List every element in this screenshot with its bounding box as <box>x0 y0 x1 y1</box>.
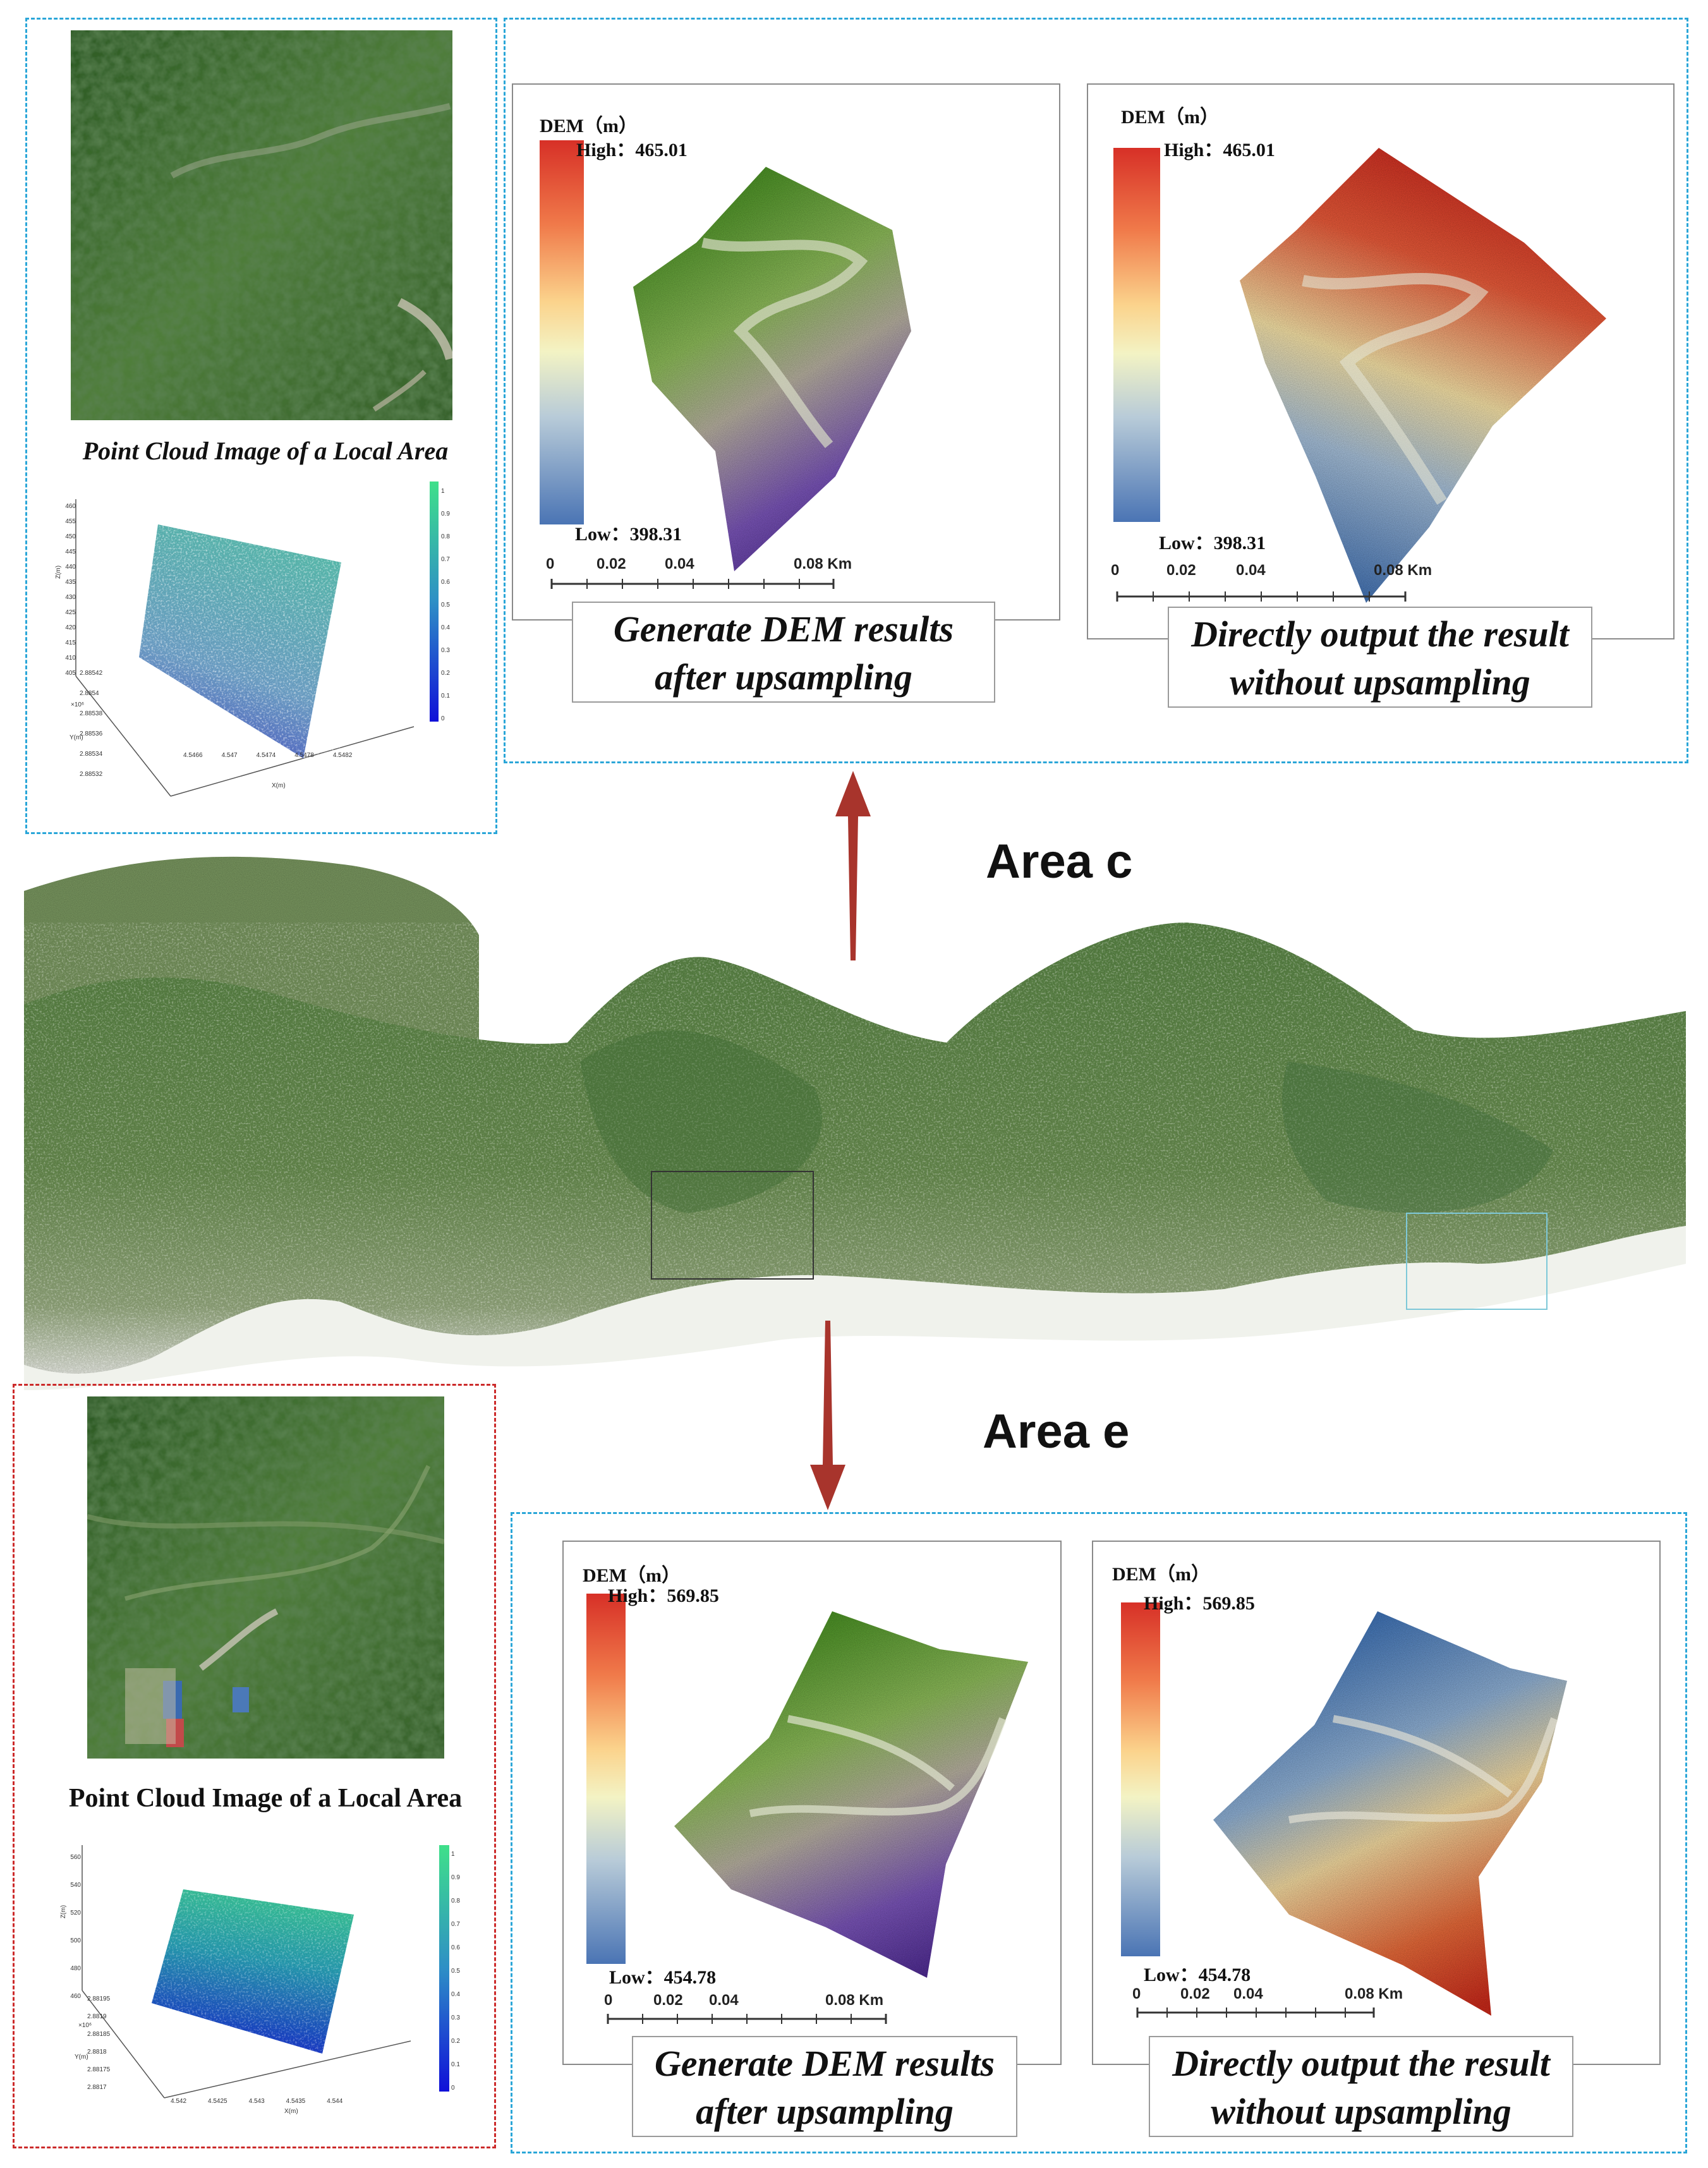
arrow-down-to-area-e <box>810 1321 845 1510</box>
area-c-local-frame <box>25 18 497 834</box>
area-c-y-ticks: 2.88542 2.8854 2.88538 2.88536 2.88534 2.8853… <box>80 670 103 778</box>
dem-surface-c-up <box>633 167 911 571</box>
dem-scale-bar <box>1136 2008 1375 2018</box>
dem-surface-c-dir <box>1240 148 1606 603</box>
dem-legend-high: High：569.85 <box>608 1585 719 1606</box>
dem-legend-high: High：465.01 <box>1164 140 1275 160</box>
scale-label-004: 0.04 <box>1233 1985 1263 2002</box>
area-e-aerial-photo <box>87 1396 444 1759</box>
dem-legend-title: DEM（m） <box>1112 1564 1210 1585</box>
area-c-z-ticks: 460 455 450 445 440 435 430 425 420 415 410 405 <box>65 503 76 677</box>
dem-surface-e-dir <box>1213 1611 1567 2016</box>
dem-caption-e-upsampled: Generate DEM results after upsampling <box>632 2036 1017 2137</box>
area-c-point-cloud-plot: Z(m) Y(m) X(m) ×10⁶ 460 455 450 445 440 435 43… <box>51 474 455 818</box>
scale-label-004: 0.04 <box>709 1992 739 2009</box>
area-c-dem-frame <box>504 18 1688 763</box>
dem-legend-low: Low：398.31 <box>1159 533 1266 554</box>
scale-label-008: 0.08 Km <box>1345 1985 1403 2002</box>
dem-panel-e-direct: DEM（m） High：569.85 Low：454.78 0 0.02 0.0… <box>1092 1541 1661 2065</box>
dem-caption-c-upsampled: Generate DEM results after upsampling <box>572 602 995 703</box>
area-e-label: Area e <box>983 1405 1130 1458</box>
area-e-y-ticks: 2.88195 2.8819 2.88185 2.8818 2.88175 2.8817 <box>87 1995 111 2091</box>
dem-color-ramp <box>540 140 584 524</box>
area-c-x-ticks: 4.5466 4.547 4.5474 4.5478 4.5482 <box>183 752 353 759</box>
area-e-local-frame <box>13 1384 496 2148</box>
dem-panel-c-upsampled: DEM（m） High：465.01 Low：398.31 0 0.02 0.0… <box>512 83 1060 621</box>
scale-label-002: 0.02 <box>1180 1985 1210 2002</box>
area-e-point-cloud-plot: Z(m) Y(m) X(m) ×10⁶ 560 540 520 500 480 460 2… <box>57 1832 461 2129</box>
dem-panel-e-upsampled: DEM（m） High：569.85 Low：454.78 0 0.02 0.0… <box>562 1541 1062 2065</box>
area-c-plot-ylabel: Y(m) <box>70 734 83 741</box>
dem-color-ramp <box>1113 148 1160 522</box>
area-c-plot-xlabel: X(m) <box>272 782 286 789</box>
area-e-plot-xlabel: X(m) <box>284 2108 298 2115</box>
scale-label-004: 0.04 <box>665 555 694 572</box>
dem-scale-bar <box>607 2014 887 2024</box>
area-c-label: Area c <box>986 835 1133 888</box>
area-e-dem-frame <box>511 1512 1687 2153</box>
dem-scale-bar <box>1116 591 1407 602</box>
area-c-point-cloud-title: Point Cloud Image of a Local Area <box>82 437 449 465</box>
area-e-plot-exp: ×10⁶ <box>78 2022 92 2029</box>
area-e-colorbar-ticks: 1 0.9 0.8 0.7 0.6 0.5 0.4 0.3 0.2 0.1 0 <box>451 1851 460 2092</box>
area-c-plot-exp: ×10⁶ <box>71 701 85 708</box>
scale-label-008: 0.08 Km <box>1374 562 1432 579</box>
dem-legend-title: DEM（m） <box>1121 107 1219 128</box>
area-e-z-ticks: 560 540 520 500 480 460 <box>70 1854 81 2000</box>
dem-caption-c-direct: Directly output the result without upsamp… <box>1168 607 1592 708</box>
scale-label-0: 0 <box>604 1992 613 2009</box>
dem-legend-title: DEM（m） <box>540 116 638 136</box>
dem-legend-low: Low：454.78 <box>609 1967 717 1988</box>
area-c-colorbar-ticks: 1 0.9 0.8 0.7 0.6 0.5 0.4 0.3 0.2 0.1 0 <box>441 488 450 722</box>
scale-label-004: 0.04 <box>1236 562 1266 579</box>
scale-label-0: 0 <box>1111 562 1120 579</box>
dem-legend-title: DEM（m） <box>583 1565 681 1586</box>
dem-legend-high: High：569.85 <box>1144 1593 1255 1614</box>
scale-label-002: 0.02 <box>597 555 626 572</box>
scale-label-0: 0 <box>1132 1985 1141 2002</box>
dem-scale-bar <box>550 579 835 589</box>
scale-label-002: 0.02 <box>1166 562 1196 579</box>
scale-label-008: 0.08 Km <box>825 1992 884 2009</box>
dem-color-ramp <box>586 1594 626 1964</box>
dem-panel-c-direct: DEM（m） High：465.01 Low：398.31 0 0.02 0.0… <box>1087 83 1675 639</box>
dem-legend-low: Low：398.31 <box>575 524 682 545</box>
dem-color-ramp <box>1121 1602 1160 1956</box>
dem-legend-low: Low：454.78 <box>1144 1965 1251 1985</box>
area-e-point-cloud-title: Point Cloud Image of a Local Area <box>68 1784 463 1813</box>
dem-surface-e-up <box>674 1611 1028 1978</box>
dem-legend-high: High：465.01 <box>576 140 687 160</box>
area-e-x-ticks: 4.542 4.5425 4.543 4.5435 4.544 <box>171 2098 343 2105</box>
scale-label-002: 0.02 <box>653 1992 683 2009</box>
dem-caption-e-direct: Directly output the result without upsamp… <box>1149 2036 1573 2137</box>
scale-label-008: 0.08 Km <box>794 555 852 572</box>
scale-label-0: 0 <box>546 555 555 572</box>
arrow-up-to-area-c <box>835 771 871 960</box>
point-cloud-panorama <box>24 821 1686 1447</box>
area-c-aerial-photo <box>71 30 452 420</box>
area-e-plot-ylabel: Y(m) <box>75 2054 88 2061</box>
